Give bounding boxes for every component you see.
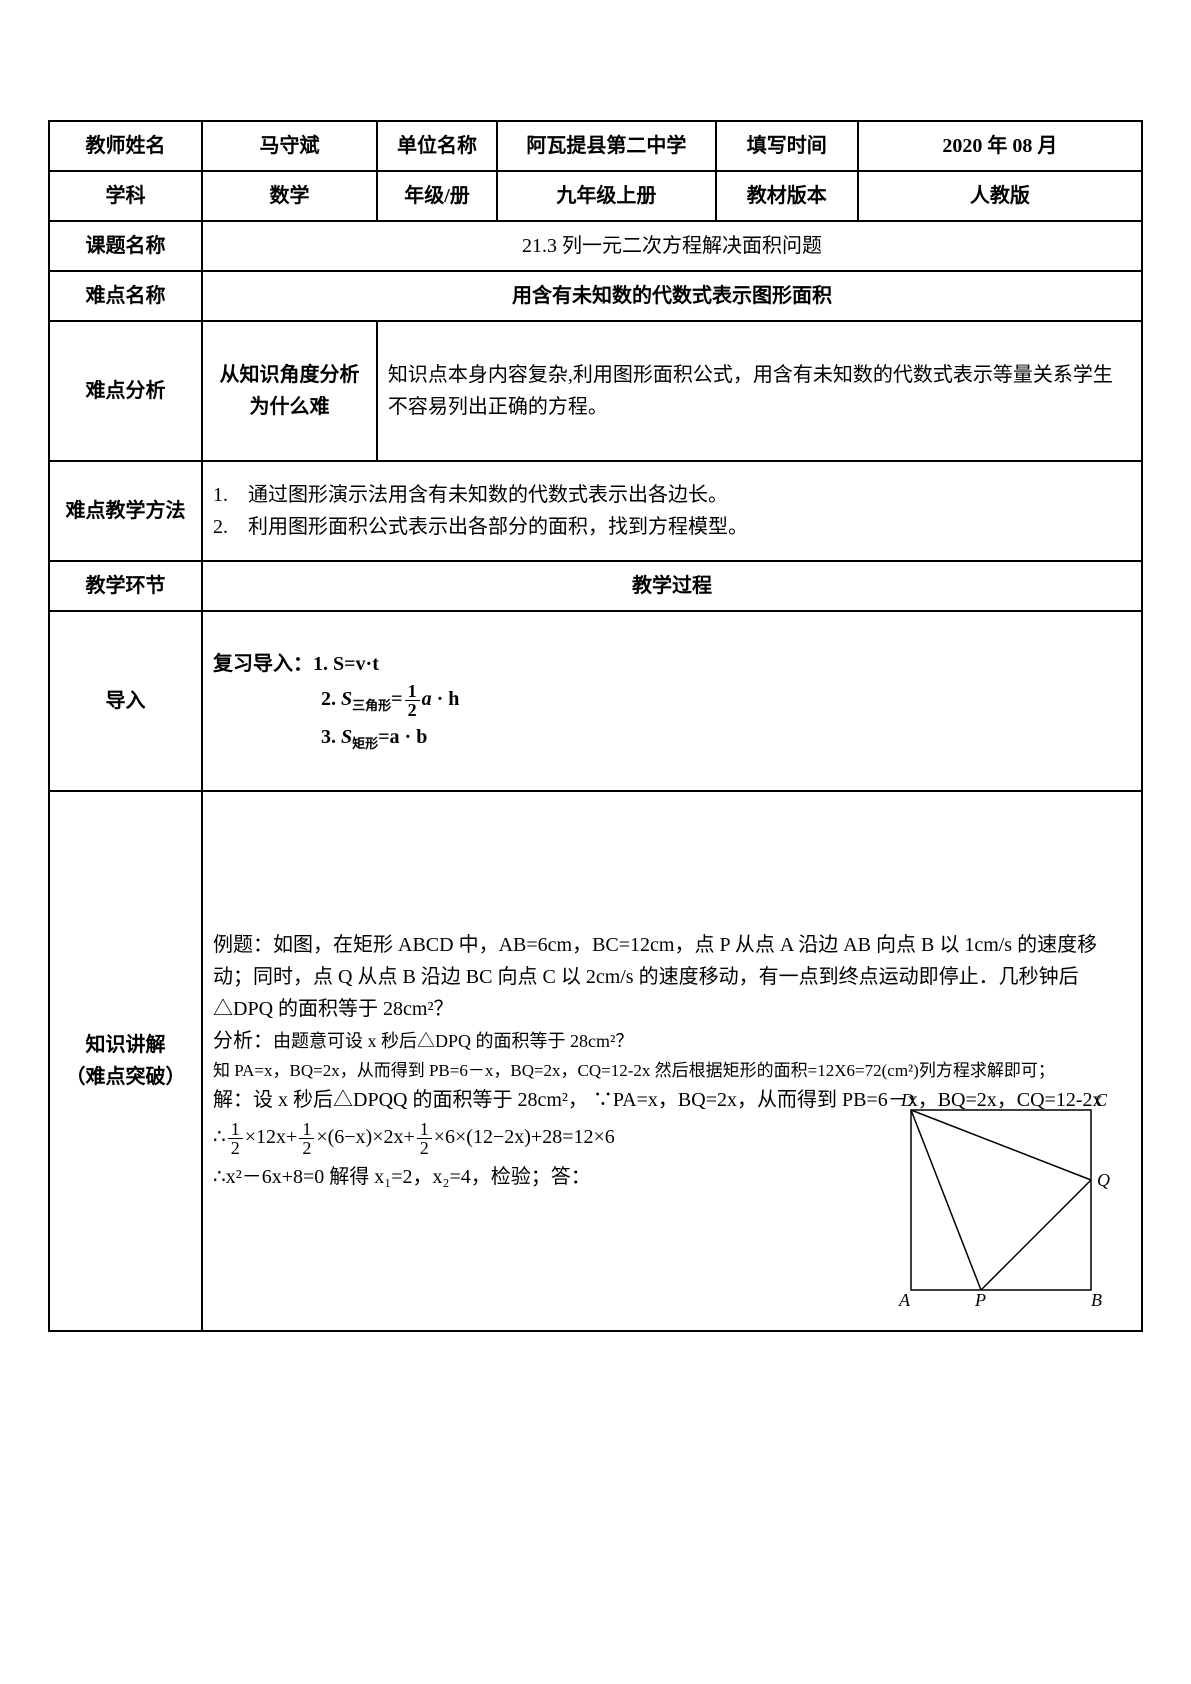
label-a: A bbox=[898, 1290, 911, 1310]
method-item-1: 1. 通过图形演示法用含有未知数的代数式表示出各边长。 bbox=[213, 479, 1131, 511]
table-row: 知识讲解 （难点突破） 例题：如图，在矩形 ABCD 中，AB=6cm，BC=1… bbox=[49, 791, 1142, 1331]
eq-m2: ×(6−x)×2x+ bbox=[316, 1126, 414, 1148]
label-p: P bbox=[974, 1290, 986, 1310]
intro-l2-prefix: 2. bbox=[321, 688, 341, 710]
analysis-text: 由题意可设 x 秒后△DPQ 的面积等于 28cm²？ bbox=[273, 1031, 633, 1051]
knowledge-label-l1: 知识讲解 bbox=[60, 1029, 191, 1061]
analysis-prefix: 分析： bbox=[213, 1030, 273, 1052]
unit-label: 单位名称 bbox=[377, 121, 497, 171]
date-label: 填写时间 bbox=[716, 121, 858, 171]
analysis-content: 知识点本身内容复杂,利用图形面积公式，用含有未知数的代数式表示等量关系学生不容易… bbox=[377, 321, 1142, 461]
lesson-label: 课题名称 bbox=[49, 221, 202, 271]
method-content: 1. 通过图形演示法用含有未知数的代数式表示出各边长。 2. 利用图形面积公式表… bbox=[202, 461, 1142, 561]
intro-l2-rest: · h bbox=[432, 688, 460, 710]
deriv-text: PA=x，BQ=2x，从而得到 PB=6－x，BQ=2x，CQ=12-2x 然后… bbox=[234, 1061, 1055, 1080]
rect-abcd bbox=[911, 1110, 1091, 1290]
grade-label: 年级/册 bbox=[377, 171, 497, 221]
line-pq bbox=[981, 1180, 1091, 1290]
intro-content: 复习导入：1. S=v·t 2. S三角形=12a · h 3. S矩形=a ·… bbox=[202, 611, 1142, 791]
deriv-prefix: 知 bbox=[213, 1061, 234, 1080]
intro-l3-sub: 矩形 bbox=[352, 736, 378, 751]
lesson-title: 21.3 列一元二次方程解决面积问题 bbox=[202, 221, 1142, 271]
difficulty-name: 用含有未知数的代数式表示图形面积 bbox=[202, 271, 1142, 321]
eq-m3: ×6×(12−2x)+28=12×6 bbox=[434, 1126, 615, 1148]
label-d: D bbox=[900, 1090, 914, 1110]
date-value: 2020 年 08 月 bbox=[858, 121, 1142, 171]
difficulty-label: 难点名称 bbox=[49, 271, 202, 321]
eq-m1: ×12x+ bbox=[245, 1126, 298, 1148]
textbook-label: 教材版本 bbox=[716, 171, 858, 221]
table-row: 难点分析 从知识角度分析为什么难 知识点本身内容复杂,利用图形面积公式，用含有未… bbox=[49, 321, 1142, 461]
label-q: Q bbox=[1097, 1170, 1110, 1190]
stage-label: 教学环节 bbox=[49, 561, 202, 611]
table-row: 教学环节 教学过程 bbox=[49, 561, 1142, 611]
intro-label: 导入 bbox=[49, 611, 202, 791]
line-dp bbox=[911, 1110, 981, 1290]
analysis-line: 分析：由题意可设 x 秒后△DPQ 的面积等于 28cm²？ bbox=[213, 1025, 1131, 1057]
method-label: 难点教学方法 bbox=[49, 461, 202, 561]
subject-label: 学科 bbox=[49, 171, 202, 221]
table-row: 学科 数学 年级/册 九年级上册 教材版本 人教版 bbox=[49, 171, 1142, 221]
unit-name: 阿瓦提县第二中学 bbox=[497, 121, 716, 171]
subject-value: 数学 bbox=[202, 171, 377, 221]
intro-l2-sub: 三角形 bbox=[352, 698, 391, 713]
textbook-value: 人教版 bbox=[858, 171, 1142, 221]
knowledge-content: 例题：如图，在矩形 ABCD 中，AB=6cm，BC=12cm，点 P 从点 A… bbox=[202, 791, 1142, 1331]
table-row: 教师姓名 马守斌 单位名称 阿瓦提县第二中学 填写时间 2020 年 08 月 bbox=[49, 121, 1142, 171]
derivation-line: 知 PA=x，BQ=2x，从而得到 PB=6－x，BQ=2x，CQ=12-2x … bbox=[213, 1057, 1131, 1084]
method-item-2: 2. 利用图形面积公式表示出各部分的面积，找到方程模型。 bbox=[213, 511, 1131, 543]
knowledge-label: 知识讲解 （难点突破） bbox=[49, 791, 202, 1331]
label-c: C bbox=[1095, 1090, 1108, 1110]
intro-line1: 复习导入：1. S=v·t bbox=[213, 648, 1131, 680]
teacher-name-label: 教师姓名 bbox=[49, 121, 202, 171]
eq-therefore: ∴ bbox=[213, 1126, 226, 1148]
table-row: 课题名称 21.3 列一元二次方程解决面积问题 bbox=[49, 221, 1142, 271]
intro-line2: 2. S三角形=12a · h bbox=[213, 682, 1131, 719]
process-label: 教学过程 bbox=[202, 561, 1142, 611]
intro-line3: 3. S矩形=a · b bbox=[213, 721, 1131, 755]
table-row: 难点名称 用含有未知数的代数式表示图形面积 bbox=[49, 271, 1142, 321]
geometry-diagram: D C Q A P B bbox=[891, 1090, 1111, 1310]
teacher-name: 马守斌 bbox=[202, 121, 377, 171]
problem-text: 例题：如图，在矩形 ABCD 中，AB=6cm，BC=12cm，点 P 从点 A… bbox=[213, 929, 1131, 1025]
line-dq bbox=[911, 1110, 1091, 1180]
knowledge-label-l2: （难点突破） bbox=[60, 1061, 191, 1093]
label-b: B bbox=[1091, 1290, 1102, 1310]
table-row: 难点教学方法 1. 通过图形演示法用含有未知数的代数式表示出各边长。 2. 利用… bbox=[49, 461, 1142, 561]
grade-value: 九年级上册 bbox=[497, 171, 716, 221]
analysis-label: 难点分析 bbox=[49, 321, 202, 461]
lesson-plan-table: 教师姓名 马守斌 单位名称 阿瓦提县第二中学 填写时间 2020 年 08 月 … bbox=[48, 120, 1143, 1332]
table-row: 导入 复习导入：1. S=v·t 2. S三角形=12a · h 3. S矩形=… bbox=[49, 611, 1142, 791]
intro-l3-rest: =a · b bbox=[378, 726, 427, 748]
intro-l3-prefix: 3. bbox=[321, 726, 341, 748]
analysis-sublabel: 从知识角度分析为什么难 bbox=[202, 321, 377, 461]
